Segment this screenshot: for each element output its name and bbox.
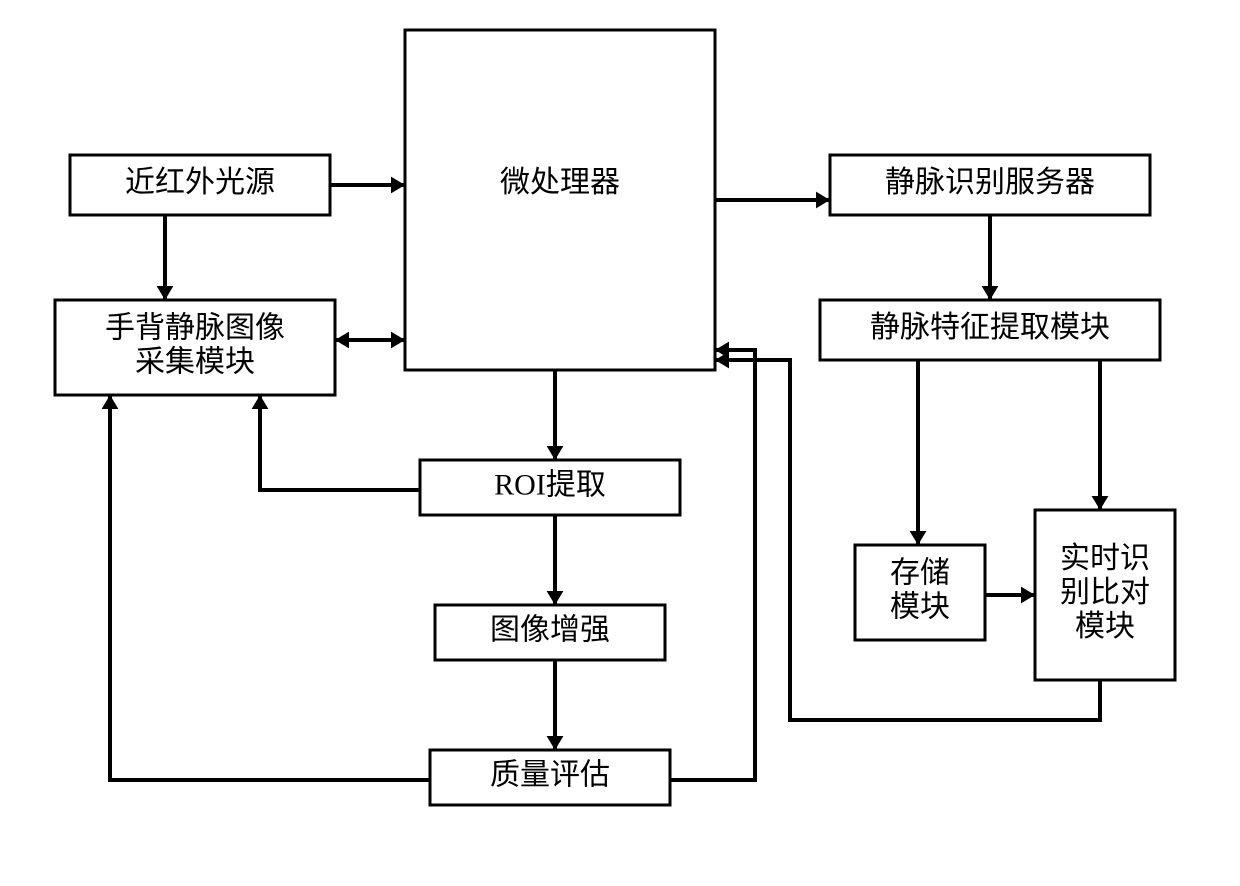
node-match: 实时识别比对模块: [1035, 510, 1175, 680]
node-label: 微处理器: [500, 166, 620, 199]
node-qa: 质量评估: [430, 750, 670, 805]
node-label: ROI提取: [494, 468, 606, 501]
node-label: 存储: [890, 556, 950, 589]
node-label: 模块: [890, 590, 950, 623]
node-enh: 图像增强: [435, 605, 665, 660]
node-nir: 近红外光源: [70, 155, 330, 215]
flowchart-diagram: 近红外光源 微处理器 静脉识别服务器手背静脉图像采集模块 静脉特征提取模块 ROI提取图…: [0, 0, 1240, 886]
node-server: 静脉识别服务器: [830, 155, 1150, 215]
node-label: 近红外光源: [125, 166, 275, 199]
node-label: 实时识: [1060, 542, 1150, 575]
node-label: 质量评估: [490, 758, 610, 791]
node-cpu: 微处理器: [405, 30, 715, 370]
node-label: 静脉识别服务器: [885, 166, 1095, 199]
node-acq: 手背静脉图像采集模块: [55, 300, 335, 395]
node-label: 手背静脉图像: [105, 311, 285, 344]
node-store: 存储模块: [855, 545, 985, 640]
nodes-group: 近红外光源 微处理器 静脉识别服务器手背静脉图像采集模块 静脉特征提取模块 ROI提取图…: [55, 30, 1175, 805]
node-label: 别比对: [1060, 576, 1150, 609]
node-feat: 静脉特征提取模块: [820, 300, 1160, 360]
node-roi: ROI提取: [420, 460, 680, 515]
node-label: 采集模块: [135, 345, 255, 378]
node-label: 模块: [1075, 610, 1135, 643]
node-label: 图像增强: [490, 613, 610, 646]
node-label: 静脉特征提取模块: [870, 311, 1110, 344]
